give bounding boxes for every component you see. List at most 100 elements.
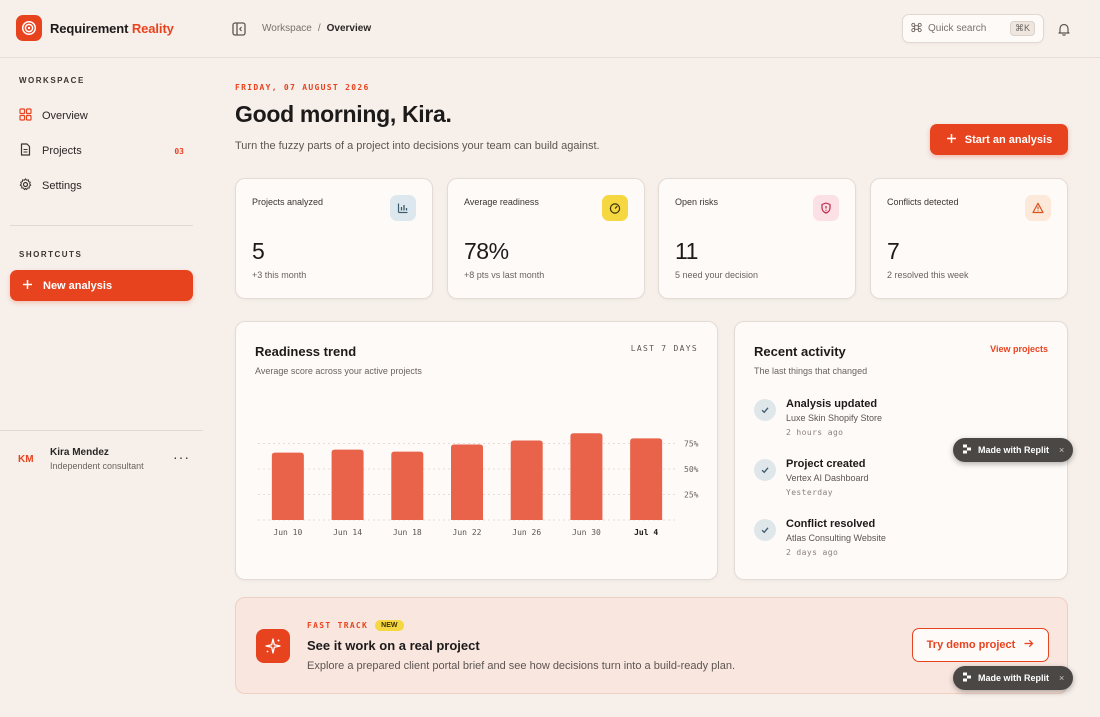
plus-icon: [946, 133, 957, 147]
x-tick-label: Jun 26: [512, 528, 541, 537]
new-badge: NEW: [375, 620, 404, 631]
user-name: Kira Mendez: [50, 447, 109, 458]
sidebar-item-settings[interactable]: Settings: [19, 178, 184, 194]
x-tick-label: Jun 30: [572, 528, 601, 537]
readiness-trend-chart: 75% 50% 25% Jun 10 Jun 14 Jun 18 Jun 22 Jun 26 J…: [258, 433, 699, 537]
replit-logo-icon: [962, 672, 972, 684]
new-analysis-button[interactable]: New analysis: [10, 270, 193, 301]
quick-search-button[interactable]: Quick search ⌘K: [902, 14, 1044, 43]
activity-item[interactable]: Project created Vertex AI Dashboard Yest…: [754, 458, 869, 497]
try-demo-project-button[interactable]: Try demo project: [912, 628, 1049, 662]
projects-count-badge: 03: [174, 146, 184, 156]
check-icon: [754, 519, 776, 541]
shield-alert-icon: [813, 195, 839, 221]
bar-jul-4[interactable]: [630, 438, 663, 520]
activity-item[interactable]: Analysis updated Luxe Skin Shopify Store…: [754, 398, 882, 437]
activity-title: Project created: [786, 458, 866, 470]
stat-card-projects-analyzed: Projects analyzed 5 +3 this month: [235, 178, 433, 299]
stat-note: +8 pts vs last month: [464, 270, 545, 280]
stat-value: 78%: [464, 238, 509, 264]
page-subtitle: Turn the fuzzy parts of a project into d…: [235, 140, 600, 152]
breadcrumb-separator: /: [317, 23, 321, 34]
stat-card-conflicts-detected: Conflicts detected 7 2 resolved this wee…: [870, 178, 1068, 299]
y-tick-label: 75%: [684, 440, 699, 449]
x-tick-label: Jun 18: [393, 528, 422, 537]
made-with-replit-badge[interactable]: Made with Replit ×: [953, 438, 1074, 462]
check-icon: [754, 399, 776, 421]
made-with-replit-badge[interactable]: Made with Replit ×: [953, 666, 1074, 690]
brand[interactable]: Requirement Reality: [16, 15, 174, 41]
arrow-right-icon: [1023, 638, 1034, 652]
stat-label: Projects analyzed: [252, 197, 324, 207]
user-profile[interactable]: KM Kira Mendez Independent consultant ··…: [18, 447, 190, 471]
fast-track-title: See it work on a real project: [307, 638, 480, 653]
bar-jun-22[interactable]: [451, 444, 483, 520]
bar-jun-30[interactable]: [570, 433, 603, 520]
activity-title: Analysis updated: [786, 398, 878, 410]
sidebar-item-label: Overview: [42, 110, 88, 122]
sidebar-toggle-icon[interactable]: [231, 21, 247, 37]
gear-icon: [19, 178, 32, 194]
search-label: Quick search: [928, 23, 987, 34]
stat-value: 5: [252, 238, 265, 264]
activity-desc: Atlas Consulting Website: [786, 533, 886, 543]
bar-jun-18[interactable]: [391, 451, 424, 520]
stat-label: Average readiness: [464, 197, 539, 207]
stat-label: Conflicts detected: [887, 197, 959, 207]
gauge-icon: [602, 195, 628, 221]
stat-label: Open risks: [675, 197, 719, 207]
breadcrumb-root[interactable]: Workspace: [262, 23, 312, 34]
start-analysis-button[interactable]: Start an analysis: [930, 124, 1068, 155]
bar-jun-14[interactable]: [331, 449, 364, 520]
breadcrumb: Workspace / Overview: [262, 23, 371, 34]
search-shortcut: ⌘K: [1009, 21, 1035, 36]
workspace-section-label: WORKSPACE: [19, 76, 85, 85]
replit-badge-label: Made with Replit: [978, 673, 1050, 683]
try-demo-label: Try demo project: [926, 639, 1016, 651]
sidebar-divider: [10, 225, 193, 226]
stat-note: +3 this month: [252, 270, 307, 280]
new-analysis-label: New analysis: [43, 279, 113, 292]
readiness-trend-card: Readiness trend Average score across you…: [235, 321, 718, 580]
bell-icon[interactable]: [1056, 21, 1072, 37]
close-icon[interactable]: ×: [1059, 445, 1065, 455]
activity-time: 2 days ago: [786, 548, 839, 557]
stat-value: 11: [675, 238, 698, 264]
readiness-trend-title: Readiness trend: [255, 344, 357, 359]
sidebar-item-label: Settings: [42, 180, 82, 192]
target-logo-icon: [16, 15, 42, 41]
fast-track-desc: Explore a prepared client portal brief a…: [307, 660, 736, 672]
shortcuts-section-label: SHORTCUTS: [19, 250, 83, 259]
recent-activity-title: Recent activity: [754, 344, 846, 359]
date-range-label[interactable]: LAST 7 DAYS: [630, 344, 698, 353]
check-icon: [754, 459, 776, 481]
document-icon: [19, 143, 32, 159]
page-title: Good morning, Kira.: [235, 101, 452, 127]
stat-note: 2 resolved this week: [887, 270, 969, 280]
replit-badge-label: Made with Replit: [978, 445, 1050, 455]
brand-name: Requirement Reality: [50, 21, 174, 36]
recent-activity-subtitle: The last things that changed: [754, 366, 868, 376]
sidebar-item-projects[interactable]: Projects 03: [19, 143, 184, 159]
sidebar-item-overview[interactable]: Overview: [19, 108, 184, 124]
top-bar: Requirement Reality Workspace / Overview…: [0, 0, 1100, 58]
close-icon[interactable]: ×: [1059, 673, 1065, 683]
bar-chart-icon: [390, 195, 416, 221]
activity-desc: Vertex AI Dashboard: [786, 473, 869, 483]
activity-desc: Luxe Skin Shopify Store: [786, 413, 883, 423]
stat-note: 5 need your decision: [675, 270, 759, 280]
grid-icon: [19, 108, 32, 124]
command-icon: [911, 20, 922, 38]
plus-icon: [22, 279, 33, 293]
bar-jun-26[interactable]: [510, 440, 543, 520]
warning-icon: [1025, 195, 1051, 221]
more-options-icon[interactable]: ···: [173, 449, 190, 465]
activity-title: Conflict resolved: [786, 518, 876, 530]
fast-track-tag: FAST TRACK NEW: [307, 620, 404, 631]
activity-item[interactable]: Conflict resolved Atlas Consulting Websi…: [754, 518, 886, 557]
view-projects-link[interactable]: View projects: [990, 344, 1048, 354]
sidebar: WORKSPACE Overview Projects 03 Settings …: [0, 58, 203, 717]
brand-name-main: Requirement: [50, 20, 132, 36]
bar-jun-10[interactable]: [271, 452, 304, 520]
sparkle-icon: [256, 629, 290, 663]
